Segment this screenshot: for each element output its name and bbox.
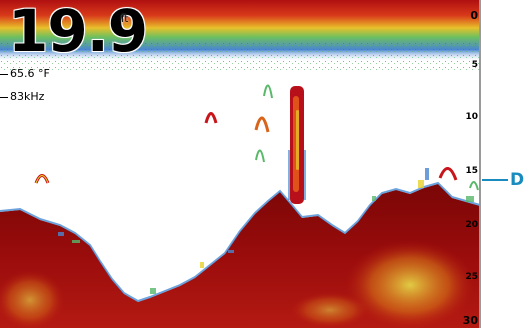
scale-border: [479, 0, 481, 328]
scale-label-25: 25: [465, 272, 478, 282]
scale-label-30: 30: [462, 314, 478, 327]
scale-label-15: 15: [465, 166, 478, 176]
water-temp-label: 65.6 °F: [10, 67, 50, 80]
frequency-tick: [0, 97, 8, 98]
scale-label-0: 0: [470, 9, 478, 22]
depth-unit: ft: [121, 14, 129, 25]
water-temp-readout: 65.6 °F: [0, 67, 50, 80]
callout-line: [482, 179, 508, 181]
fish-arches: [34, 84, 479, 191]
bottom-returns: [58, 168, 474, 294]
scale-label-20: 20: [465, 220, 478, 230]
depth-readout: 19.9: [8, 0, 148, 65]
scale-label-5: 5: [471, 60, 478, 70]
water-temp-tick: [0, 74, 8, 75]
scale-label-10: 10: [465, 112, 478, 122]
frequency-label: 83kHz: [10, 90, 45, 103]
callout-letter: D: [510, 170, 525, 190]
bottom-edge: [0, 181, 481, 303]
frequency-readout: 83kHz: [0, 90, 45, 103]
